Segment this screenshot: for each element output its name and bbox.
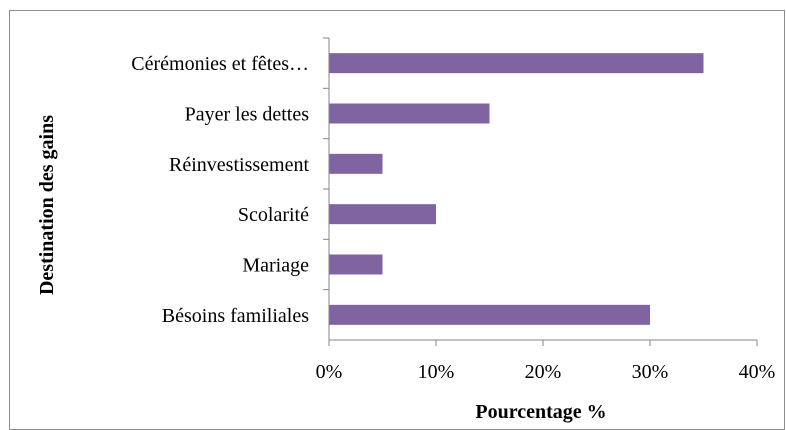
x-tick-label-3: 30%: [632, 361, 669, 383]
bar-5: [329, 304, 650, 325]
bar-1: [329, 103, 490, 124]
category-label-2: Réinvestissement: [169, 154, 309, 176]
x-tick-label-2: 20%: [525, 361, 562, 383]
bar-3: [329, 204, 436, 225]
category-label-3: Scolarité: [238, 204, 309, 226]
x-ticks-group: 0% 10% 20% 30% 40%: [316, 340, 776, 383]
category-label-0: Cérémonies et fêtes…: [131, 53, 309, 75]
bar-4: [329, 254, 383, 275]
category-label-5: Bésoins familiales: [162, 305, 309, 327]
x-axis-title: Pourcentage %: [475, 401, 606, 423]
x-tick-label-4: 40%: [739, 361, 776, 383]
category-labels-group: Cérémonies et fêtes… Payer les dettes Réin…: [131, 53, 309, 327]
category-label-1: Payer les dettes: [185, 104, 310, 126]
bar-2: [329, 153, 383, 174]
x-tick-label-1: 10%: [418, 361, 455, 383]
bar-0: [329, 53, 704, 74]
axes-group: [328, 38, 757, 341]
x-tick-label-0: 0%: [316, 361, 343, 383]
bars-group: [323, 37, 704, 325]
category-label-4: Mariage: [242, 255, 309, 277]
y-axis-title: Destination des gains: [36, 115, 58, 295]
